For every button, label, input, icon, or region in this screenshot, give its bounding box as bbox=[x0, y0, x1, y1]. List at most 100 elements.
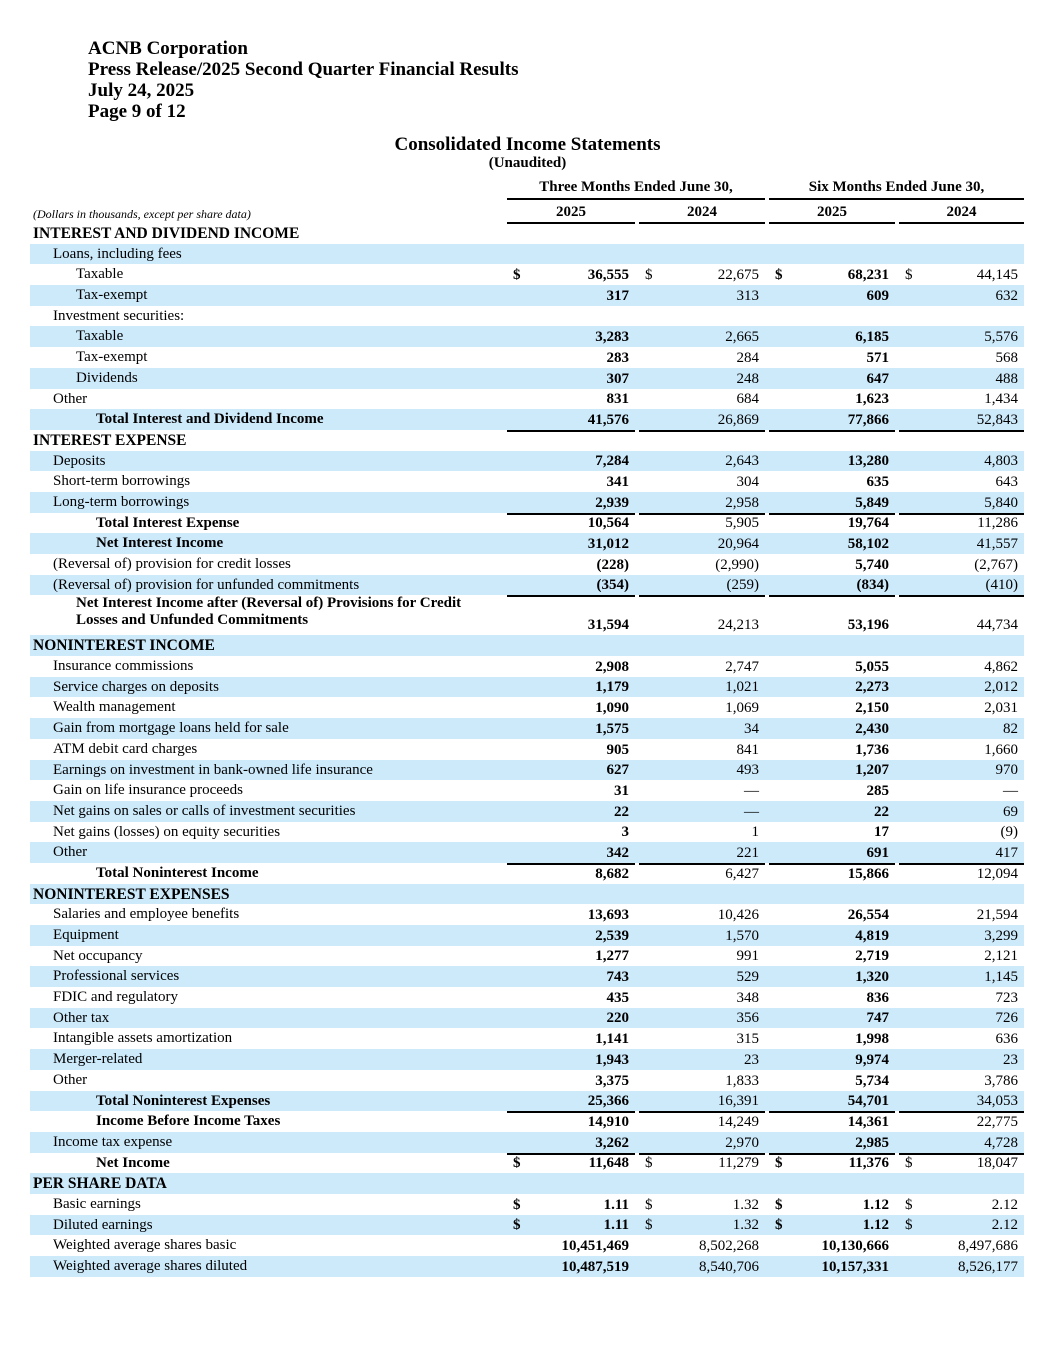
value-cell: 8,502,268 bbox=[639, 1235, 765, 1256]
value-cell: 5,849 bbox=[769, 492, 895, 515]
value-cell: 2,908 bbox=[507, 656, 635, 677]
value: 6,185 bbox=[855, 329, 889, 346]
value-cell: 1,998 bbox=[769, 1028, 895, 1049]
value: 22 bbox=[874, 803, 889, 820]
value: 2,643 bbox=[725, 453, 759, 470]
value-cell: 10,130,666 bbox=[769, 1235, 895, 1256]
table-row: Gain from mortgage loans held for sale 1,… bbox=[30, 718, 1024, 739]
value-cell: 34,053 bbox=[899, 1091, 1024, 1114]
value-cell: 77,866 bbox=[769, 409, 895, 432]
value-cell: 3,262 bbox=[507, 1132, 635, 1155]
row-label: INTEREST AND DIVIDEND INCOME bbox=[33, 225, 300, 242]
value: 2,150 bbox=[855, 700, 889, 717]
value-cell: 831 bbox=[507, 389, 635, 412]
value: 304 bbox=[736, 473, 760, 490]
row-label: Tax-exempt bbox=[76, 349, 148, 366]
value: 23 bbox=[744, 1051, 759, 1068]
value: 435 bbox=[606, 989, 630, 1006]
value-cell: 1 bbox=[639, 822, 765, 843]
value: 1.11 bbox=[603, 1196, 629, 1213]
value: 1,145 bbox=[984, 969, 1018, 986]
value-cell: 1,277 bbox=[507, 946, 635, 967]
value: 723 bbox=[995, 989, 1019, 1006]
value-cell: 632 bbox=[899, 285, 1024, 306]
value: 17 bbox=[874, 824, 889, 841]
value-cell bbox=[769, 306, 895, 327]
value: — bbox=[1003, 782, 1018, 799]
value-cell: 991 bbox=[639, 946, 765, 967]
value-cell: 10,451,469 bbox=[507, 1235, 635, 1256]
table-row: Loans, including fees bbox=[30, 243, 1024, 265]
value-cell: $2.12 bbox=[899, 1215, 1024, 1236]
table-row: Net gains on sales or calls of investmen… bbox=[30, 800, 1024, 822]
value: 58,102 bbox=[847, 536, 889, 552]
table-row: Insurance commissions 2,908 2,747 5,055 4,86… bbox=[30, 656, 1024, 677]
value-cell: (834) bbox=[769, 575, 895, 598]
value-cell: 1,943 bbox=[507, 1049, 635, 1070]
value-cell: 41,557 bbox=[899, 533, 1024, 554]
value-cell: $1.32 bbox=[639, 1194, 765, 1215]
table-row: Merger-related 1,943 23 9,974 23 bbox=[30, 1049, 1024, 1070]
row-label: Diluted earnings bbox=[53, 1216, 153, 1233]
value-cell: — bbox=[639, 801, 765, 822]
statement-title: Consolidated Income Statements bbox=[394, 134, 661, 155]
table-row: Short-term borrowings 341 304 635 643 bbox=[30, 471, 1024, 492]
value: 10,426 bbox=[717, 907, 759, 923]
value: 54,701 bbox=[847, 1093, 889, 1110]
value-cell bbox=[899, 244, 1024, 265]
value: 647 bbox=[866, 370, 890, 387]
value: 1,434 bbox=[984, 391, 1018, 408]
value-cell: 12,094 bbox=[899, 863, 1024, 886]
value-cell: 19,764 bbox=[769, 513, 895, 536]
row-label: PER SHARE DATA bbox=[33, 1175, 167, 1193]
value-cell: 5,576 bbox=[899, 326, 1024, 347]
company-name: ACNB Corporation bbox=[88, 38, 248, 59]
value: 970 bbox=[995, 762, 1019, 779]
value-cell: 1,623 bbox=[769, 389, 895, 412]
value: 20,964 bbox=[717, 536, 759, 552]
value-cell: 568 bbox=[899, 347, 1024, 368]
row-label: (Reversal of) provision for credit losse… bbox=[53, 556, 291, 572]
value-cell: 2,958 bbox=[639, 492, 765, 515]
value: 632 bbox=[995, 287, 1019, 304]
currency-symbol: $ bbox=[775, 1196, 783, 1213]
year-rule bbox=[639, 222, 765, 224]
table-row: Tax-exempt 283 284 571 568 bbox=[30, 347, 1024, 368]
value-cell: 7,284 bbox=[507, 451, 635, 472]
value: 1,069 bbox=[725, 700, 759, 717]
value-cell: 643 bbox=[899, 471, 1024, 492]
row-label: Net gains on sales or calls of investmen… bbox=[53, 802, 356, 819]
table-row: Income tax expense 3,262 2,970 2,985 4,728 bbox=[30, 1131, 1024, 1155]
table-row: Basic earnings $1.11 $1.32 $1.12 $2.12 bbox=[30, 1194, 1024, 1215]
year-header: 2024 bbox=[946, 204, 977, 220]
row-label: Merger-related bbox=[53, 1051, 143, 1068]
value-cell: 10,157,331 bbox=[769, 1256, 895, 1277]
value-cell: 25,366 bbox=[507, 1091, 635, 1114]
currency-symbol: $ bbox=[513, 1155, 521, 1172]
table-row: Equipment 2,539 1,570 4,819 3,299 bbox=[30, 925, 1024, 946]
value: 22,775 bbox=[976, 1113, 1018, 1130]
table-row: Weighted average shares basic 10,451,469 8… bbox=[30, 1235, 1024, 1256]
value: 2,985 bbox=[855, 1134, 889, 1151]
currency-symbol: $ bbox=[645, 1217, 653, 1234]
value: 1.11 bbox=[603, 1217, 629, 1234]
row-label: NONINTEREST EXPENSES bbox=[33, 885, 230, 903]
value-cell: 341 bbox=[507, 471, 635, 492]
value-cell: 635 bbox=[769, 471, 895, 492]
value: 317 bbox=[606, 287, 630, 304]
value-cell: 53,196 bbox=[769, 595, 895, 638]
value: (2,990) bbox=[715, 556, 759, 573]
value: 31,012 bbox=[587, 536, 629, 552]
value: 2,665 bbox=[725, 329, 759, 346]
value: 1,736 bbox=[855, 741, 889, 758]
table-row: ATM debit card charges 905 841 1,736 1,660 bbox=[30, 739, 1024, 760]
value: 24,213 bbox=[717, 617, 759, 634]
value-cell: 14,249 bbox=[639, 1111, 765, 1132]
row-label: Basic earnings bbox=[53, 1195, 141, 1212]
value: 2,121 bbox=[984, 948, 1018, 965]
value-cell: 69 bbox=[899, 801, 1024, 822]
currency-symbol: $ bbox=[905, 1155, 913, 1172]
value-cell: $1.11 bbox=[507, 1194, 635, 1215]
release-date: July 24, 2025 bbox=[88, 80, 195, 101]
value-cell: $36,555 bbox=[507, 264, 635, 285]
